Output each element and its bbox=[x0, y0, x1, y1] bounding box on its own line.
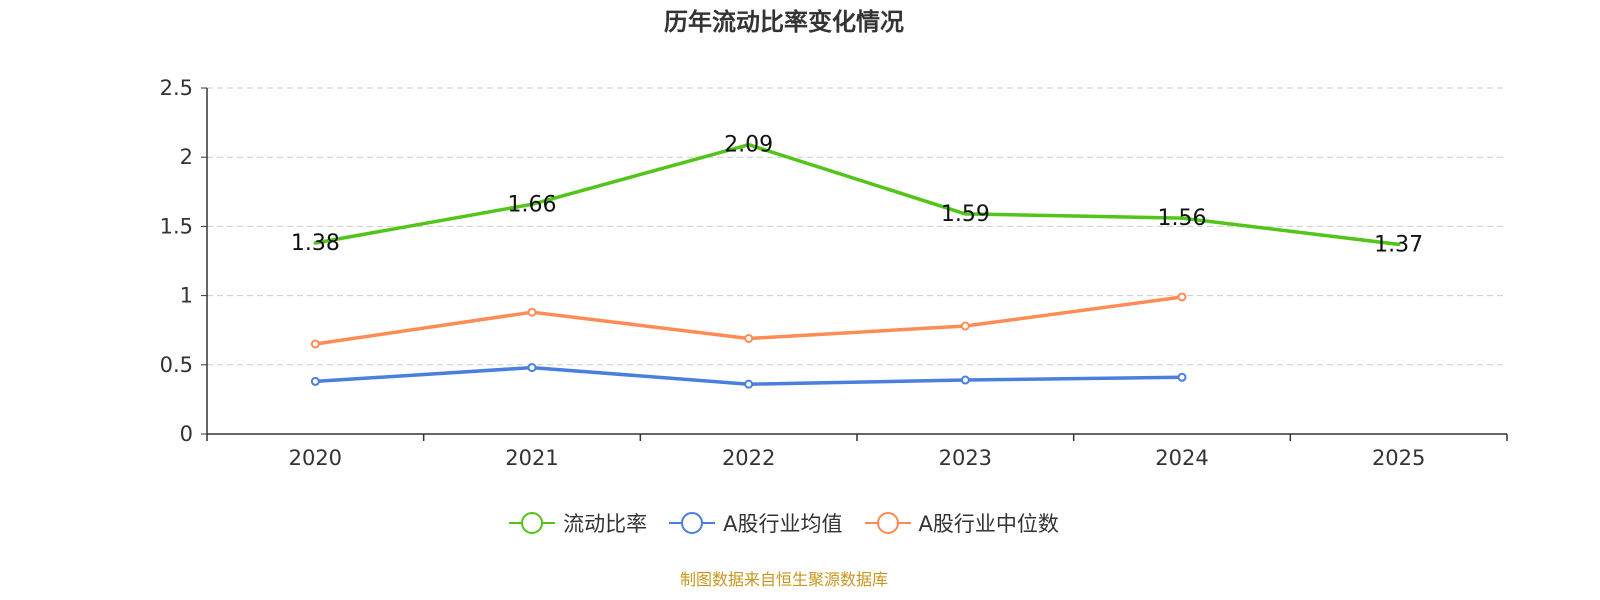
y-tick-label: 1.5 bbox=[160, 214, 193, 238]
legend-item-industry-median[interactable]: A股行业中位数 bbox=[864, 508, 1059, 538]
legend-line-circle-icon bbox=[864, 510, 911, 536]
data-label: 2.09 bbox=[724, 133, 773, 158]
data-point bbox=[527, 363, 537, 373]
y-tick-label: 2.5 bbox=[160, 76, 193, 100]
data-point bbox=[960, 375, 970, 385]
x-tick-label: 2021 bbox=[505, 446, 558, 470]
data-label: 1.56 bbox=[1158, 206, 1207, 231]
data-source-note: 制图数据来自恒生聚源数据库 bbox=[679, 570, 888, 589]
legend-label: 流动比率 bbox=[563, 512, 648, 536]
chart-legend: 流动比率 A股行业均值 A股行业中位数 bbox=[0, 508, 1584, 538]
y-tick-label: 0 bbox=[180, 422, 193, 446]
data-label: 1.37 bbox=[1374, 232, 1423, 257]
legend-item-industry-mean[interactable]: A股行业均值 bbox=[669, 508, 843, 538]
legend-label: A股行业均值 bbox=[723, 512, 843, 536]
y-tick-label: 1 bbox=[180, 284, 193, 308]
x-tick-label: 2025 bbox=[1372, 446, 1425, 470]
data-point bbox=[310, 376, 320, 386]
data-point bbox=[527, 307, 537, 317]
series-line-0 bbox=[313, 142, 1401, 247]
data-point bbox=[744, 334, 754, 344]
data-label: 1.59 bbox=[941, 202, 990, 227]
y-tick-label: 2 bbox=[180, 145, 193, 169]
data-point bbox=[1177, 292, 1187, 302]
data-point bbox=[1177, 372, 1187, 382]
legend-label: A股行业中位数 bbox=[918, 512, 1059, 536]
data-label: 1.66 bbox=[508, 192, 557, 217]
legend-line-circle-icon bbox=[509, 510, 556, 536]
x-tick-label: 2024 bbox=[1155, 446, 1208, 470]
chart-title: 历年流动比率变化情况 bbox=[664, 8, 904, 36]
y-tick-label: 0.5 bbox=[160, 353, 193, 377]
data-label: 1.38 bbox=[291, 231, 340, 256]
x-tick-label: 2023 bbox=[939, 446, 992, 470]
x-tick-label: 2020 bbox=[289, 446, 342, 470]
data-point bbox=[310, 339, 320, 349]
x-tick-label: 2022 bbox=[722, 446, 775, 470]
data-point bbox=[744, 379, 754, 389]
data-point bbox=[960, 321, 970, 331]
legend-item-current-ratio[interactable]: 流动比率 bbox=[509, 508, 647, 538]
legend-line-circle-icon bbox=[669, 510, 716, 536]
